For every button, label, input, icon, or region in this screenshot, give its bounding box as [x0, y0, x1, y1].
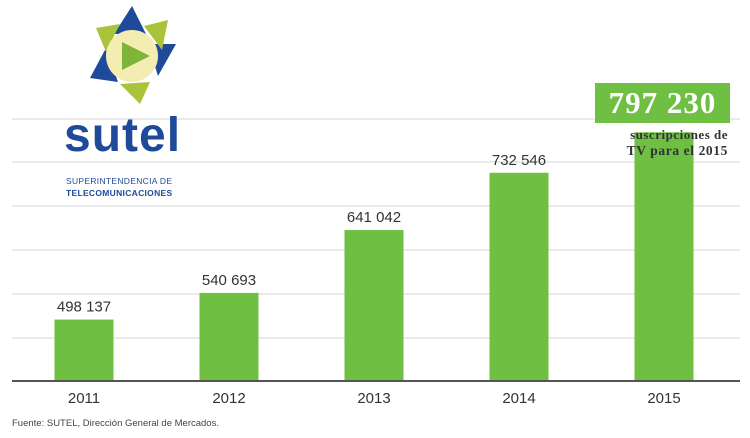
- highlight-caption-line1: suscripciones de: [630, 127, 728, 142]
- x-tick-label: 2014: [502, 390, 535, 407]
- x-tick-label: 2011: [68, 390, 100, 407]
- x-tick-label: 2015: [647, 390, 680, 407]
- bar: [54, 319, 114, 381]
- logo-subtitle-line2: TELECOMUNICACIONES: [66, 188, 173, 198]
- sutel-logo: sutel SUPERINTENDENCIA DE TELECOMUNICACI…: [62, 4, 202, 204]
- x-tick-label: 2012: [212, 390, 245, 407]
- bar: [634, 132, 694, 381]
- bar: [199, 292, 259, 381]
- bar: [344, 230, 404, 381]
- highlight-caption-line2: TV para el 2015: [626, 143, 728, 158]
- highlight-value: 797 230: [595, 83, 730, 123]
- sutel-star-icon: [90, 6, 176, 104]
- bar-value-label: 732 546: [492, 152, 546, 169]
- logo-wordmark: sutel: [64, 109, 182, 162]
- x-tick-label: 2013: [357, 390, 390, 407]
- logo-subtitle-line1: SUPERINTENDENCIA DE: [66, 176, 173, 186]
- source-note: Fuente: SUTEL, Dirección General de Merc…: [12, 418, 219, 429]
- bar-value-label: 641 042: [347, 209, 401, 226]
- bar-value-label: 540 693: [202, 272, 256, 289]
- bar: [489, 172, 549, 381]
- bar-value-label: 498 137: [57, 299, 111, 316]
